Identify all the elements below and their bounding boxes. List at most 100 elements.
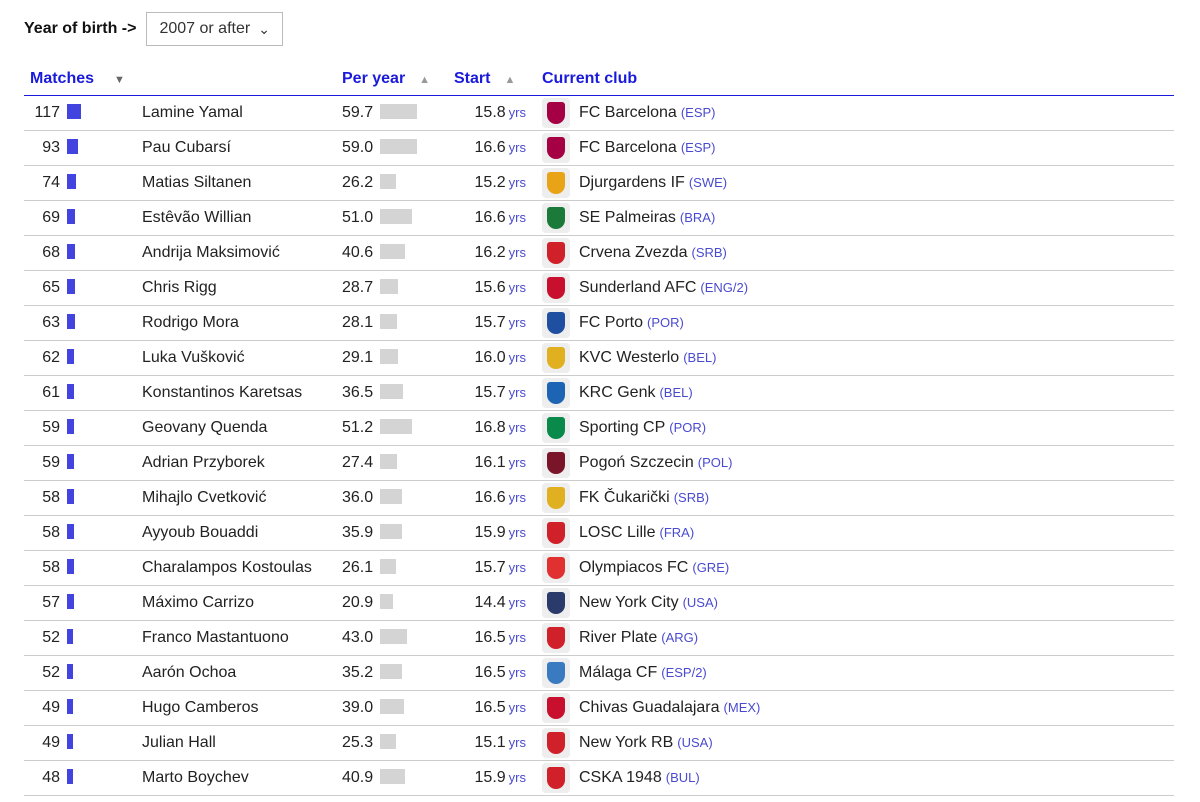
sort-desc-icon[interactable]: ▼ — [114, 73, 125, 86]
club-cell: Sporting CP (POR) — [542, 410, 1174, 446]
club-name[interactable]: Pogoń Szczecin — [579, 454, 694, 472]
unit-label: yrs — [508, 140, 526, 155]
start-value: 15.7 — [474, 314, 506, 331]
start-value: 15.8 — [474, 104, 506, 121]
player-name[interactable]: Rodrigo Mora — [142, 314, 239, 331]
start-cell: 16.1 yrs — [454, 445, 542, 481]
matches-bar — [67, 454, 75, 469]
club-name[interactable]: Sunderland AFC — [579, 279, 697, 297]
club-cell: New York City (USA) — [542, 585, 1174, 621]
club-crest-icon — [542, 553, 570, 583]
club-country: (SRB) — [673, 490, 710, 506]
matches-cell: 48 — [24, 760, 142, 796]
player-name[interactable]: Ayyoub Bouaddi — [142, 524, 259, 541]
matches-cell: 59 — [24, 445, 142, 481]
header-matches[interactable]: Matches ▼ — [24, 62, 142, 96]
club-name[interactable]: FC Barcelona — [579, 139, 677, 157]
matches-bar — [67, 174, 76, 189]
club-country: (POR) — [647, 315, 684, 331]
per-year-value: 25.3 — [342, 734, 374, 751]
player-name[interactable]: Hugo Camberos — [142, 699, 259, 716]
club-name[interactable]: New York RB — [579, 734, 674, 752]
matches-value: 63 — [42, 314, 60, 331]
club-name[interactable]: New York City — [579, 594, 679, 612]
per-year-cell: 51.0 — [342, 200, 454, 236]
per-year-value: 28.7 — [342, 279, 374, 296]
club-crest-icon — [542, 413, 570, 443]
club-crest-icon — [542, 693, 570, 723]
player-name-cell: Franco Mastantuono — [142, 620, 342, 656]
club-name[interactable]: River Plate — [579, 629, 658, 647]
club-country: (ARG) — [661, 630, 699, 646]
player-name[interactable]: Franco Mastantuono — [142, 629, 289, 646]
player-name[interactable]: Máximo Carrizo — [142, 594, 255, 611]
matches-value: 49 — [42, 699, 60, 716]
start-value: 16.6 — [474, 139, 506, 156]
player-name[interactable]: Pau Cubarsí — [142, 139, 231, 156]
player-name-cell: Lamine Yamal — [142, 95, 342, 131]
player-name[interactable]: Konstantinos Karetsas — [142, 384, 303, 401]
per-year-bar — [380, 314, 398, 329]
header-start[interactable]: Start ▲ — [454, 62, 542, 96]
club-name[interactable]: Sporting CP — [579, 419, 666, 437]
club-name[interactable]: KVC Westerlo — [579, 349, 680, 367]
sort-asc-icon[interactable]: ▲ — [419, 73, 431, 86]
club-crest-icon — [542, 588, 570, 618]
club-cell: Sunderland AFC (ENG/2) — [542, 270, 1174, 306]
club-cell: Crvena Zvezda (SRB) — [542, 235, 1174, 271]
club-name[interactable]: Chivas Guadalajara — [579, 699, 720, 717]
matches-bar — [67, 314, 75, 329]
matches-bar — [67, 664, 74, 679]
matches-bar — [67, 489, 74, 504]
start-cell: 15.2 yrs — [454, 165, 542, 201]
club-name[interactable]: FK Čukarički — [579, 489, 670, 507]
per-year-cell: 59.0 — [342, 130, 454, 166]
per-year-cell: 26.1 — [342, 550, 454, 586]
club-name[interactable]: Crvena Zvezda — [579, 244, 688, 262]
player-name[interactable]: Estêvão Willian — [142, 209, 252, 226]
player-name[interactable]: Charalampos Kostoulas — [142, 559, 312, 576]
player-name[interactable]: Chris Rigg — [142, 279, 217, 296]
player-name[interactable]: Geovany Quenda — [142, 419, 268, 436]
club-crest-icon — [542, 273, 570, 303]
matches-cell: 61 — [24, 375, 142, 411]
player-name[interactable]: Julian Hall — [142, 734, 216, 751]
player-name[interactable]: Lamine Yamal — [142, 104, 243, 121]
matches-value: 65 — [42, 279, 60, 296]
player-name[interactable]: Aarón Ochoa — [142, 664, 237, 681]
club-name[interactable]: SE Palmeiras — [579, 209, 676, 227]
matches-cell: 49 — [24, 690, 142, 726]
club-name[interactable]: FC Porto — [579, 314, 644, 332]
club-name[interactable]: CSKA 1948 — [579, 769, 662, 787]
header-club[interactable]: Current club — [542, 62, 1174, 96]
player-name[interactable]: Mihajlo Cvetković — [142, 489, 267, 506]
club-name[interactable]: FC Barcelona — [579, 104, 677, 122]
player-name[interactable]: Marto Boychev — [142, 769, 249, 786]
per-year-cell: 40.6 — [342, 235, 454, 271]
club-name[interactable]: Olympiacos FC — [579, 559, 689, 577]
player-name-cell: Rodrigo Mora — [142, 305, 342, 341]
club-name[interactable]: Djurgardens IF — [579, 174, 685, 192]
matches-cell: 58 — [24, 480, 142, 516]
unit-label: yrs — [508, 490, 526, 505]
year-of-birth-select[interactable]: 2007 or after ⌄ — [146, 12, 283, 46]
start-value: 15.1 — [474, 734, 506, 751]
player-name[interactable]: Matias Siltanen — [142, 174, 252, 191]
per-year-value: 29.1 — [342, 349, 374, 366]
per-year-bar — [380, 139, 417, 154]
header-per-year[interactable]: Per year ▲ — [342, 62, 454, 96]
club-crest-icon — [542, 763, 570, 793]
club-country: (SWE) — [688, 175, 728, 191]
club-name[interactable]: Málaga CF — [579, 664, 658, 682]
per-year-value: 59.7 — [342, 104, 374, 121]
player-name[interactable]: Andrija Maksimović — [142, 244, 280, 261]
matches-cell: 69 — [24, 200, 142, 236]
club-name[interactable]: LOSC Lille — [579, 524, 656, 542]
player-name[interactable]: Luka Vušković — [142, 349, 245, 366]
player-name[interactable]: Adrian Przyborek — [142, 454, 265, 471]
sort-asc-icon[interactable]: ▲ — [504, 73, 516, 86]
matches-cell: 65 — [24, 270, 142, 306]
club-crest-icon — [542, 308, 570, 338]
club-name[interactable]: KRC Genk — [579, 384, 656, 402]
unit-label: yrs — [508, 770, 526, 785]
